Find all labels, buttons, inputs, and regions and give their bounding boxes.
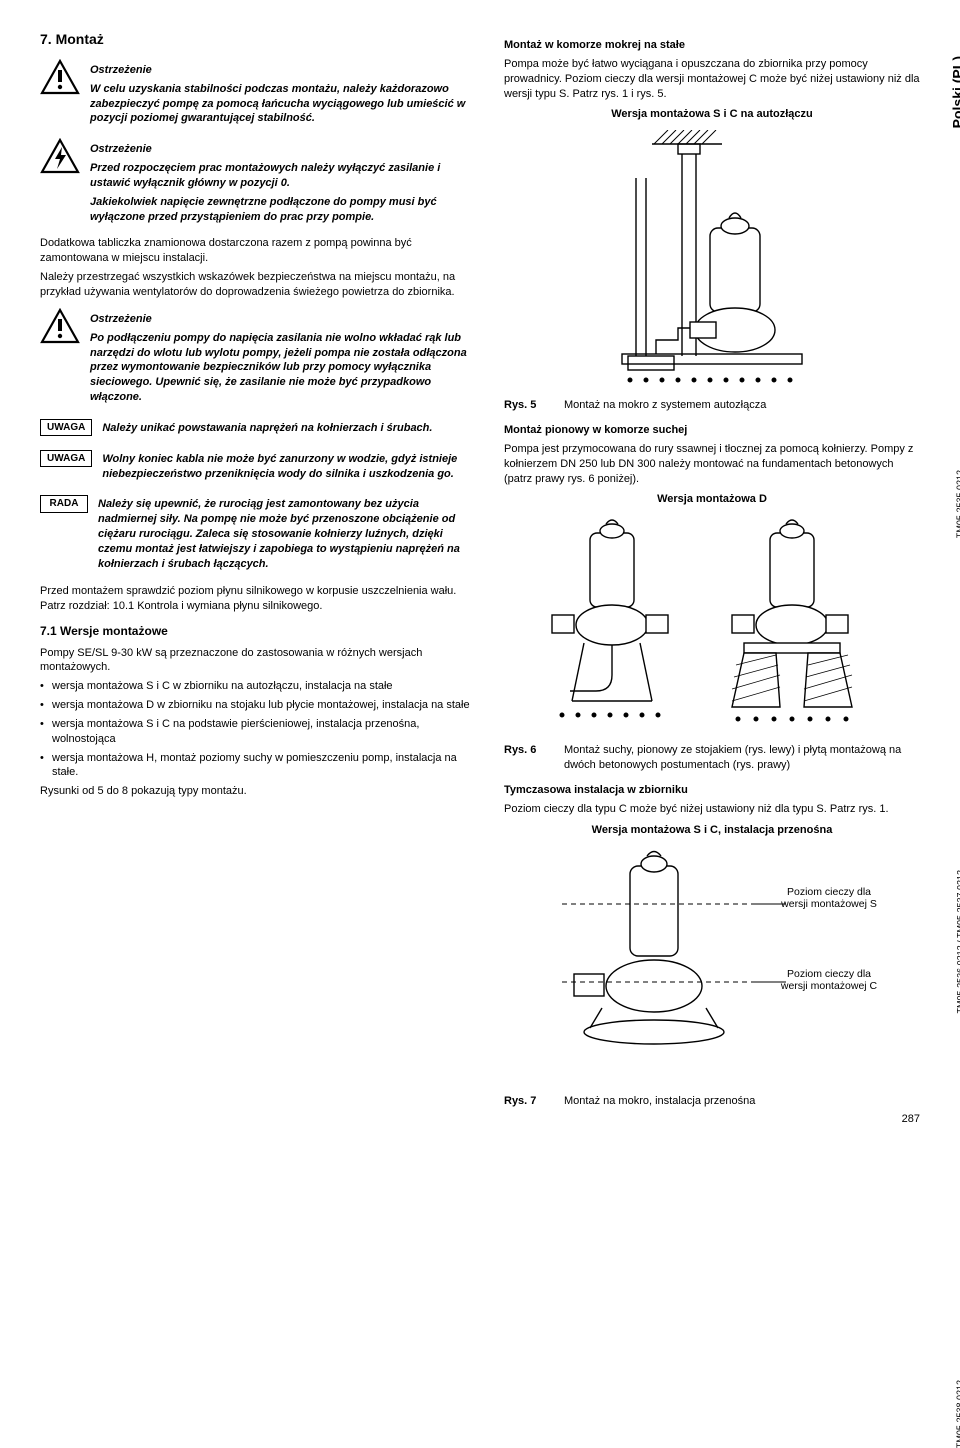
- uwaga-2: UWAGA Wolny koniec kabla nie może być za…: [40, 448, 480, 486]
- language-tab: Polski (PL): [948, 56, 960, 128]
- heading-wet-chamber: Montaż w komorze mokrej na stałe: [504, 38, 920, 53]
- section-heading: 7. Montaż: [40, 30, 480, 49]
- list-item: wersja montażowa S i C w zbiorniku na au…: [40, 679, 480, 694]
- figure-6-text: Montaż suchy, pionowy ze stojakiem (rys.…: [564, 743, 920, 773]
- page-number: 287: [902, 1112, 920, 1127]
- list-item: wersja montażowa S i C na podstawie pier…: [40, 717, 480, 747]
- warning-3: Ostrzeżenie Po podłączeniu pompy do napi…: [40, 308, 480, 409]
- rada-1: RADA Należy się upewnić, że rurociąg jes…: [40, 493, 480, 575]
- warning-2-p1: Przed rozpoczęciem prac montażowych nale…: [90, 161, 480, 191]
- warning-3-title: Ostrzeżenie: [90, 312, 480, 327]
- warning-2-p2: Jakiekolwiek napięcie zewnętrzne podłącz…: [90, 195, 480, 225]
- figure-6-caption: Rys. 6 Montaż suchy, pionowy ze stojakie…: [504, 743, 920, 773]
- version-list: wersja montażowa S i C w zbiorniku na au…: [40, 679, 480, 780]
- figure-7-caption: Rys. 7 Montaż na mokro, instalacja przen…: [504, 1094, 920, 1109]
- warning-2-title: Ostrzeżenie: [90, 142, 480, 157]
- warning-1: Ostrzeżenie W celu uzyskania stabilności…: [40, 59, 480, 130]
- para-r1: Pompa może być łatwo wyciągana i opuszcz…: [504, 57, 920, 102]
- warning-2: Ostrzeżenie Przed rozpoczęciem prac mont…: [40, 138, 480, 228]
- uwaga-1: UWAGA Należy unikać powstawania naprężeń…: [40, 417, 480, 440]
- heading-temp-install: Tymczasowa instalacja w zbiorniku: [504, 783, 920, 798]
- figure-7-label: Rys. 7: [504, 1094, 554, 1109]
- figure-code-1: TM05 2535 0212: [954, 470, 960, 538]
- warning-1-title: Ostrzeżenie: [90, 63, 480, 78]
- uwaga-label: UWAGA: [40, 450, 92, 468]
- callout-level-s: Poziom cieczy dla wersji montażowej S: [774, 886, 884, 911]
- right-column: Montaż w komorze mokrej na stałe Pompa m…: [504, 30, 920, 1118]
- figure-6: [504, 515, 920, 735]
- warning-triangle-icon: [40, 308, 80, 344]
- left-column: 7. Montaż Ostrzeżenie W celu uzyskania s…: [40, 30, 480, 1118]
- caption-d: Wersja montażowa D: [504, 492, 920, 507]
- warning-triangle-icon: [40, 59, 80, 95]
- figure-7: Poziom cieczy dla wersji montażowej S Po…: [504, 846, 920, 1086]
- caption-sc-portable: Wersja montażowa S i C, instalacja przen…: [504, 823, 920, 838]
- figure-5-label: Rys. 5: [504, 398, 554, 413]
- figure-5: [504, 130, 920, 390]
- figure-5-caption: Rys. 5 Montaż na mokro z systemem autozł…: [504, 398, 920, 413]
- para-1: Dodatkowa tabliczka znamionowa dostarczo…: [40, 236, 480, 266]
- uwaga-label: UWAGA: [40, 419, 92, 437]
- para-r3: Poziom cieczy dla typu C może być niżej …: [504, 802, 920, 817]
- electric-warning-icon: [40, 138, 80, 174]
- figure-code-3: TM05 2538 0212: [954, 1380, 960, 1448]
- rada-body: Należy się upewnić, że rurociąg jest zam…: [98, 497, 480, 571]
- rada-label: RADA: [40, 495, 88, 513]
- list-item: wersja montażowa D w zbiorniku na stojak…: [40, 698, 480, 713]
- figure-code-2: TM05 2536 0212 / TM05 2537 0212: [954, 870, 960, 1013]
- heading-dry-vertical: Montaż pionowy w komorze suchej: [504, 423, 920, 438]
- para-5: Rysunki od 5 do 8 pokazują typy montażu.: [40, 784, 480, 799]
- list-item: wersja montażowa H, montaż poziomy suchy…: [40, 751, 480, 781]
- uwaga-1-body: Należy unikać powstawania naprężeń na ko…: [102, 421, 432, 436]
- caption-sc-auto: Wersja montażowa S i C na autozłączu: [504, 107, 920, 122]
- para-r2: Pompa jest przymocowana do rury ssawnej …: [504, 442, 920, 487]
- subsection-heading: 7.1 Wersje montażowe: [40, 623, 480, 639]
- figure-7-text: Montaż na mokro, instalacja przenośna: [564, 1094, 755, 1109]
- para-2: Należy przestrzegać wszystkich wskazówek…: [40, 270, 480, 300]
- uwaga-2-body: Wolny koniec kabla nie może być zanurzon…: [102, 452, 480, 482]
- warning-1-body: W celu uzyskania stabilności podczas mon…: [90, 82, 480, 127]
- callout-level-c: Poziom cieczy dla wersji montażowej C: [774, 968, 884, 993]
- para-4: Pompy SE/SL 9-30 kW są przeznaczone do z…: [40, 646, 480, 676]
- warning-3-body: Po podłączeniu pompy do napięcia zasilan…: [90, 331, 480, 405]
- para-3: Przed montażem sprawdzić poziom płynu si…: [40, 584, 480, 614]
- figure-6-label: Rys. 6: [504, 743, 554, 773]
- figure-5-text: Montaż na mokro z systemem autozłącza: [564, 398, 766, 413]
